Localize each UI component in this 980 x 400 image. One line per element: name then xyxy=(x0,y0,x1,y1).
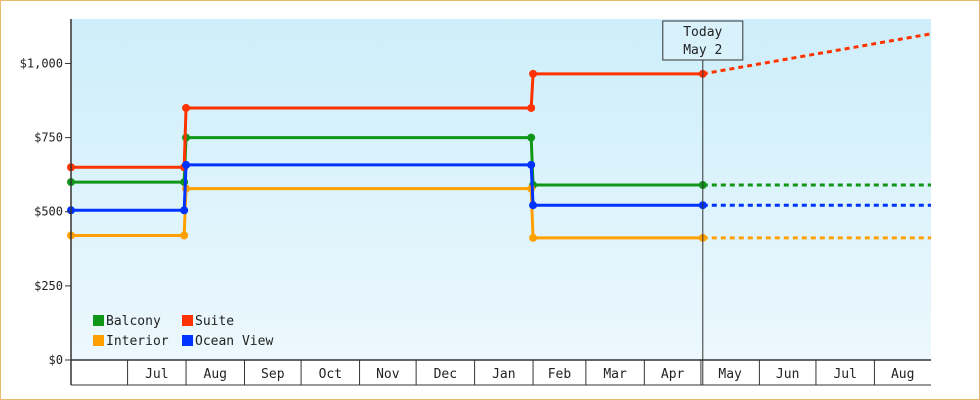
balcony-series-line xyxy=(71,136,703,187)
series-layer xyxy=(67,32,932,242)
suite-legend-swatch xyxy=(182,315,193,326)
today-label: Today xyxy=(683,25,722,40)
ocean-view-series-line xyxy=(71,163,703,212)
y-tick-label: $1,000 xyxy=(20,56,63,70)
x-tick-label: Jan xyxy=(492,367,515,382)
suite-data-point xyxy=(527,103,536,112)
y-tick-label: $750 xyxy=(34,131,63,145)
ocean-view-data-point xyxy=(529,201,538,210)
today-date-label: May 2 xyxy=(683,43,722,58)
x-tick-label: Jul xyxy=(145,367,168,382)
interior-data-point xyxy=(529,233,538,242)
ocean-view-data-point xyxy=(180,206,189,215)
x-tick-label: Oct xyxy=(319,367,342,382)
ocean-view-legend-swatch xyxy=(182,335,193,346)
suite-data-point xyxy=(182,103,191,112)
suite-series-line xyxy=(71,72,703,169)
balcony-data-point xyxy=(527,133,536,142)
interior-series-line xyxy=(71,187,703,240)
today-label-box xyxy=(662,20,744,61)
x-tick-label: Nov xyxy=(376,367,400,382)
suite-legend-label: Suite xyxy=(195,314,234,329)
x-tick-label: Apr xyxy=(661,367,685,382)
balcony-legend-swatch xyxy=(93,315,104,326)
x-tick-label: Feb xyxy=(548,367,572,382)
interior-legend-swatch xyxy=(93,335,104,346)
x-tick-label: Dec xyxy=(434,367,457,382)
x-tick-label: Jul xyxy=(833,367,856,382)
x-tick-label: Mar xyxy=(603,367,627,382)
x-tick-label: Jun xyxy=(776,367,799,382)
ocean-view-data-point xyxy=(182,160,191,169)
suite-forecast-line xyxy=(702,32,932,76)
legend: Balcony Suite Interior Ocean View xyxy=(93,314,273,349)
y-tick-label: $250 xyxy=(34,279,63,293)
suite-data-point xyxy=(529,69,538,78)
axes: $0 $250 $500 $750 $1,000 Jul Aug Sep Oct Nov Dec Ja… xyxy=(20,19,931,386)
x-tick-label: Aug xyxy=(891,367,914,382)
x-tick-label: Sep xyxy=(261,367,285,382)
ocean-view-data-point xyxy=(527,160,536,169)
interior-data-point xyxy=(180,231,189,240)
x-tick-label: Aug xyxy=(204,367,227,382)
today-marker: Today May 2 xyxy=(662,20,744,385)
y-tick-label: $0 xyxy=(49,353,63,367)
balcony-legend-label: Balcony xyxy=(106,314,161,329)
x-tick-label: May xyxy=(718,367,742,382)
y-tick-label: $500 xyxy=(34,205,63,219)
ocean-view-legend-label: Ocean View xyxy=(195,334,273,349)
interior-legend-label: Interior xyxy=(106,334,169,349)
